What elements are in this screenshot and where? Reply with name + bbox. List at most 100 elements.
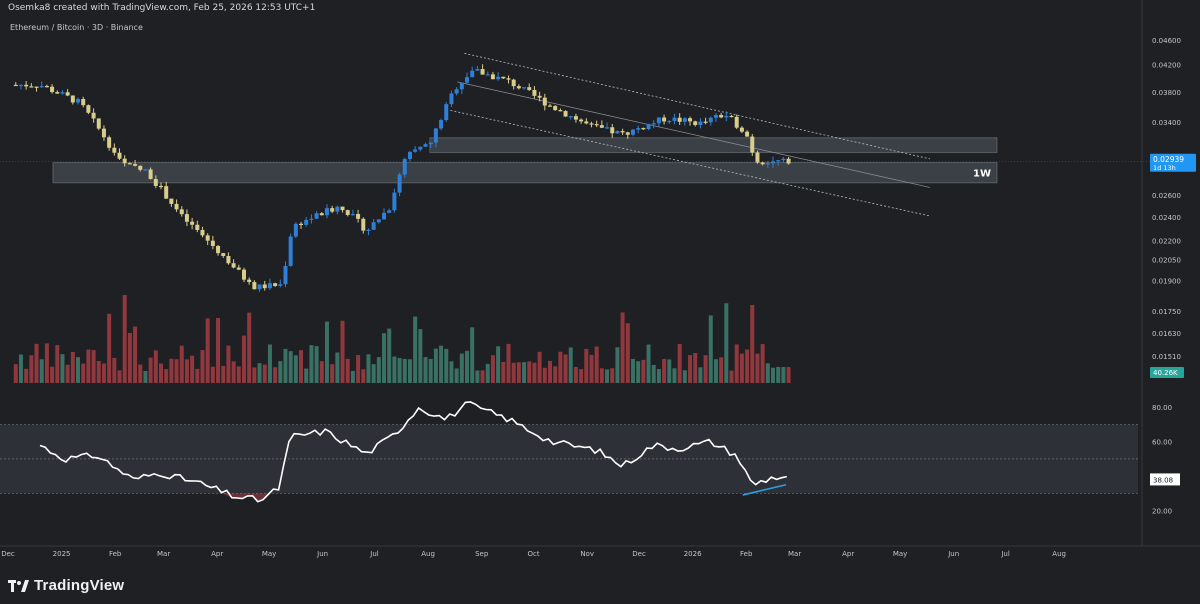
volume-bar bbox=[729, 370, 734, 383]
price-axis-tick: 0.01630 bbox=[1152, 330, 1181, 338]
candle-body bbox=[615, 131, 620, 134]
volume-bar bbox=[516, 362, 521, 383]
volume-bar bbox=[283, 348, 288, 383]
candle-body bbox=[314, 213, 319, 219]
candle-body bbox=[226, 256, 231, 264]
volume-tag bbox=[1150, 367, 1184, 378]
volume-bar bbox=[257, 363, 262, 383]
candle-body bbox=[713, 115, 718, 118]
candle-body bbox=[527, 87, 532, 90]
rsi-axis-tick: 20.00 bbox=[1152, 508, 1172, 516]
volume-bar bbox=[449, 361, 454, 383]
volume-bar bbox=[698, 367, 703, 383]
volume-bar bbox=[392, 356, 397, 383]
volume-bar bbox=[345, 358, 350, 383]
candle-body bbox=[449, 93, 454, 105]
time-axis-tick: Apr bbox=[211, 550, 223, 558]
volume-bar bbox=[190, 355, 195, 383]
candle-body bbox=[34, 86, 39, 88]
candle-body bbox=[117, 152, 122, 159]
candle-body bbox=[579, 119, 584, 122]
candle-body bbox=[278, 284, 283, 286]
volume-bar bbox=[96, 360, 101, 383]
volume-bar bbox=[387, 328, 392, 383]
candle-body bbox=[324, 208, 329, 216]
tradingview-brand[interactable]: TradingView bbox=[8, 574, 124, 596]
brand-name: TradingView bbox=[34, 576, 125, 594]
volume-bar bbox=[210, 366, 215, 383]
volume-bar bbox=[350, 370, 355, 383]
candle-body bbox=[216, 245, 221, 254]
candle-body bbox=[392, 192, 397, 211]
time-axis-tick: Feb bbox=[109, 550, 122, 558]
volume-bar bbox=[340, 320, 345, 383]
candle-body bbox=[599, 125, 604, 128]
time-axis-tick: Mar bbox=[788, 550, 801, 558]
candle-body bbox=[413, 149, 418, 152]
candle-body bbox=[29, 86, 34, 88]
volume-bar bbox=[50, 366, 55, 383]
time-axis-tick: Jun bbox=[316, 550, 328, 558]
volume-bar bbox=[148, 357, 153, 383]
volume-bar bbox=[159, 363, 164, 383]
candle-body bbox=[465, 77, 470, 83]
time-axis-tick: Dec bbox=[632, 550, 646, 558]
volume-bar bbox=[439, 345, 444, 383]
candle-body bbox=[553, 105, 558, 111]
volume-bar bbox=[672, 368, 677, 383]
candle-body bbox=[179, 209, 184, 215]
candle-body bbox=[267, 283, 272, 289]
candle-body bbox=[76, 98, 81, 103]
candle-body bbox=[729, 115, 734, 118]
candle-body bbox=[231, 263, 236, 268]
volume-bar bbox=[117, 370, 122, 383]
price-axis-tick: 0.01510 bbox=[1152, 353, 1181, 361]
countdown-label: 1d 13h bbox=[1153, 164, 1176, 172]
volume-bar bbox=[24, 368, 29, 383]
volume-bar bbox=[262, 364, 267, 383]
candle-body bbox=[605, 127, 610, 129]
candle-body bbox=[781, 158, 786, 161]
candle-body bbox=[101, 128, 106, 138]
candle-body bbox=[169, 198, 174, 204]
candle-body bbox=[703, 121, 708, 123]
volume-bar bbox=[459, 353, 464, 383]
candle-body bbox=[433, 128, 438, 143]
candle-body bbox=[776, 160, 781, 162]
volume-bar bbox=[553, 366, 558, 383]
candle-body bbox=[724, 115, 729, 118]
candle-body bbox=[480, 69, 485, 75]
candle-body bbox=[133, 164, 138, 166]
volume-bar bbox=[563, 354, 568, 383]
volume-bar bbox=[65, 364, 70, 383]
candle-body bbox=[765, 163, 770, 165]
volume-bar bbox=[641, 359, 646, 383]
candle-body bbox=[221, 253, 226, 257]
candle-body bbox=[288, 236, 293, 266]
time-axis-tick: May bbox=[262, 550, 276, 558]
volume-bar bbox=[579, 369, 584, 383]
rsi-value-tag bbox=[1150, 473, 1180, 486]
candle-body bbox=[439, 120, 444, 129]
volume-bar bbox=[153, 350, 158, 383]
time-axis-tick: Dec bbox=[1, 550, 15, 558]
volume-bar bbox=[293, 355, 298, 383]
volume-bar bbox=[402, 358, 407, 383]
time-axis-tick: Jul bbox=[369, 550, 379, 558]
volume-bar bbox=[734, 344, 739, 383]
volume-group bbox=[13, 295, 791, 383]
volume-bar bbox=[651, 364, 656, 383]
volume-bar bbox=[599, 368, 604, 383]
candle-body bbox=[335, 206, 340, 212]
channel-upper-line bbox=[464, 52, 931, 160]
volume-bar bbox=[133, 326, 138, 383]
time-axis-tick: Mar bbox=[157, 550, 170, 558]
candle-body bbox=[210, 240, 215, 246]
candle-body bbox=[594, 124, 599, 126]
volume-bar bbox=[231, 361, 236, 383]
volume-bar bbox=[309, 345, 314, 383]
candle-body bbox=[496, 76, 501, 80]
volume-bar bbox=[174, 359, 179, 383]
price-axis-tick: 0.02200 bbox=[1152, 237, 1181, 245]
